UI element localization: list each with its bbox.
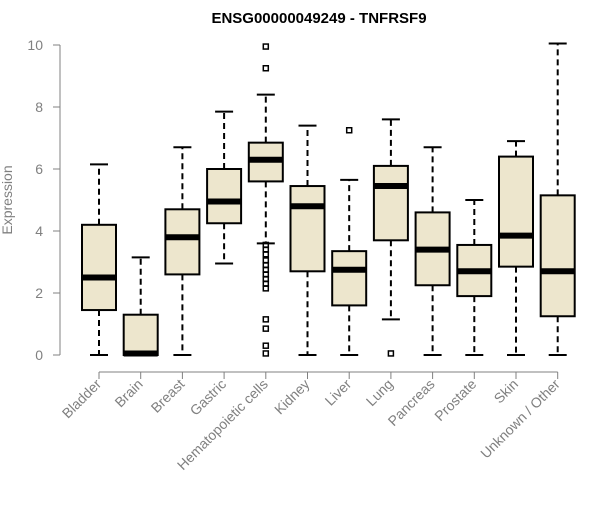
- outlier-point: [262, 350, 270, 357]
- outlier-point: [262, 342, 270, 349]
- outlier-point: [262, 251, 270, 258]
- box-group: [164, 146, 201, 356]
- outlier-point: [387, 350, 395, 357]
- x-category-label: Liver: [322, 376, 355, 409]
- box-group: [498, 140, 534, 356]
- box: [81, 223, 117, 312]
- box-group: [289, 124, 326, 356]
- x-category-label: Unknown / Other: [477, 376, 563, 462]
- outlier-point: [262, 43, 270, 50]
- box-group: [247, 43, 284, 357]
- outlier-point: [262, 316, 270, 323]
- outlier-point: [262, 65, 270, 72]
- y-tick-label: 2: [35, 285, 43, 301]
- y-axis-label: Expression: [0, 165, 15, 234]
- box-group: [372, 118, 409, 357]
- box: [331, 250, 368, 307]
- box-group: [456, 199, 493, 356]
- box-group: [539, 42, 576, 356]
- x-category-label: Lung: [363, 376, 396, 409]
- box: [122, 313, 159, 357]
- chart-title: ENSG00000049249 - TNFRSF9: [211, 10, 426, 27]
- box: [289, 185, 326, 273]
- x-category-label: Brain: [111, 376, 145, 410]
- y-tick-label: 10: [27, 37, 43, 53]
- y-tick-label: 4: [35, 223, 43, 239]
- x-category-label: Bladder: [59, 376, 105, 422]
- x-category-label: Prostate: [431, 376, 479, 424]
- x-category-label: Kidney: [271, 376, 313, 418]
- y-tick-label: 0: [35, 347, 43, 363]
- outlier-point: [262, 325, 270, 332]
- y-tick-label: 8: [35, 99, 43, 115]
- box-group: [414, 146, 451, 356]
- outlier-point: [262, 285, 270, 292]
- box-group: [331, 127, 368, 356]
- box: [539, 194, 576, 318]
- box-group: [81, 163, 117, 356]
- box: [372, 164, 409, 242]
- box-group: [206, 110, 243, 265]
- box-group: [122, 256, 159, 357]
- box: [164, 208, 201, 276]
- x-category-label: Breast: [148, 376, 188, 416]
- x-category-label: Skin: [491, 376, 522, 407]
- outlier-point: [345, 127, 353, 134]
- y-tick-label: 6: [35, 161, 43, 177]
- box: [206, 168, 243, 225]
- box: [498, 155, 534, 268]
